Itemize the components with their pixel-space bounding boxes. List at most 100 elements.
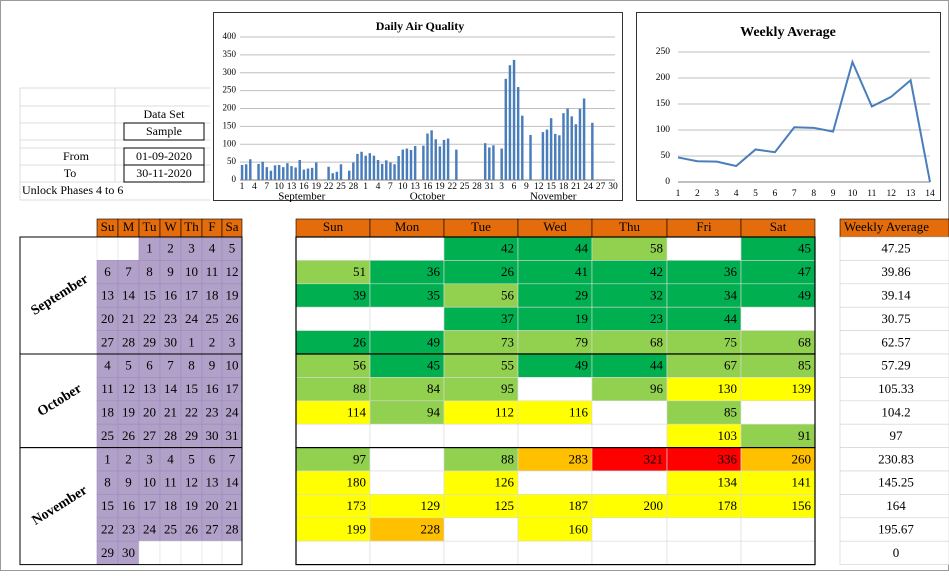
bar — [389, 162, 392, 180]
line-series — [677, 58, 931, 183]
bar — [430, 130, 433, 180]
x-tick-label: 16 — [423, 182, 433, 192]
bar — [492, 145, 495, 180]
day-number: 20 — [206, 498, 219, 513]
x-tick-label: 31 — [485, 182, 495, 192]
bar — [294, 167, 297, 180]
day-number: 12 — [185, 475, 198, 490]
bar — [352, 162, 355, 180]
value: 36 — [427, 264, 441, 279]
day-number: 11 — [164, 475, 177, 490]
bar — [574, 124, 578, 180]
day-number: 26 — [226, 311, 240, 326]
day-number: 27 — [206, 521, 220, 536]
day-number: 21 — [122, 311, 135, 326]
value-cell — [369, 470, 445, 495]
bar — [257, 163, 260, 180]
value: 139 — [792, 381, 812, 396]
day-number: 3 — [188, 241, 195, 256]
x-group-label: September — [278, 191, 325, 203]
bar — [380, 163, 384, 180]
day-number: 15 — [185, 381, 198, 396]
value: 39 — [353, 287, 366, 302]
value-cell — [591, 470, 668, 495]
y-tick-label: 150 — [656, 99, 671, 109]
day-number: 16 — [122, 498, 136, 513]
value: 85 — [724, 404, 737, 419]
value: 199 — [347, 521, 367, 536]
day-cell — [96, 236, 119, 261]
value-header: Sat — [770, 219, 787, 234]
day-number: 7 — [229, 451, 236, 466]
value: 173 — [347, 498, 367, 513]
value-cell — [295, 540, 371, 565]
y-tick-label: 200 — [223, 103, 237, 113]
bar — [521, 115, 524, 180]
day-number: 20 — [101, 311, 114, 326]
day-header: F — [208, 219, 215, 234]
day-number: 6 — [146, 358, 153, 373]
value-cell — [369, 236, 445, 261]
day-number: 13 — [101, 287, 114, 302]
day-number: 1 — [188, 334, 195, 349]
value: 88 — [353, 381, 366, 396]
day-number: 17 — [143, 498, 157, 513]
value: 56 — [501, 287, 515, 302]
day-number: 14 — [164, 381, 178, 396]
day-number: 15 — [101, 498, 114, 513]
day-header: Tu — [143, 219, 157, 234]
x-tick-label: 15 — [546, 182, 556, 192]
month-block — [295, 447, 816, 566]
day-number: 3 — [146, 451, 153, 466]
x-tick-label: 19 — [311, 182, 321, 192]
bar — [356, 153, 359, 180]
value-cell — [591, 400, 668, 425]
bar — [455, 149, 458, 180]
bar — [360, 151, 363, 180]
value-header: Thu — [619, 219, 640, 234]
x-tick-label: 10 — [274, 182, 284, 192]
value-cell — [517, 470, 593, 495]
weekly-average: 230.83 — [878, 451, 914, 466]
day-number: 2 — [167, 241, 174, 256]
bar — [277, 164, 281, 180]
bar — [261, 161, 264, 180]
x-tick-label: 24 — [583, 182, 593, 192]
day-number: 8 — [146, 264, 153, 279]
value: 44 — [575, 241, 589, 256]
value-cell — [740, 306, 816, 331]
value: 228 — [421, 521, 441, 536]
bar — [426, 133, 429, 180]
day-number: 23 — [164, 311, 177, 326]
x-tick-label: 4 — [376, 182, 381, 192]
value: 19 — [575, 311, 588, 326]
bar — [512, 59, 516, 180]
day-number: 14 — [226, 475, 240, 490]
value: 126 — [495, 475, 515, 490]
weekly-average: 0 — [893, 545, 900, 560]
bar — [409, 149, 413, 180]
day-cell — [201, 540, 223, 565]
value-cell — [591, 517, 668, 542]
y-tick-label: 50 — [661, 151, 671, 161]
day-number: 22 — [143, 311, 156, 326]
bar — [339, 164, 343, 180]
bar — [249, 159, 252, 180]
bar — [566, 108, 569, 180]
x-tick-label: 4 — [252, 182, 257, 192]
bar — [413, 146, 417, 180]
value: 97 — [353, 451, 367, 466]
x-tick-label: 28 — [349, 182, 359, 192]
value-cell — [443, 540, 519, 565]
day-number: 19 — [226, 287, 239, 302]
day-number: 19 — [122, 404, 135, 419]
chart-title: Weekly Average — [740, 25, 836, 40]
month-block — [19, 447, 243, 566]
bar — [331, 173, 334, 180]
value: 260 — [792, 451, 812, 466]
value: 84 — [427, 381, 441, 396]
day-number: 23 — [122, 521, 135, 536]
day-number: 19 — [185, 498, 198, 513]
bar — [562, 113, 565, 180]
x-tick-label: 13 — [410, 182, 420, 192]
